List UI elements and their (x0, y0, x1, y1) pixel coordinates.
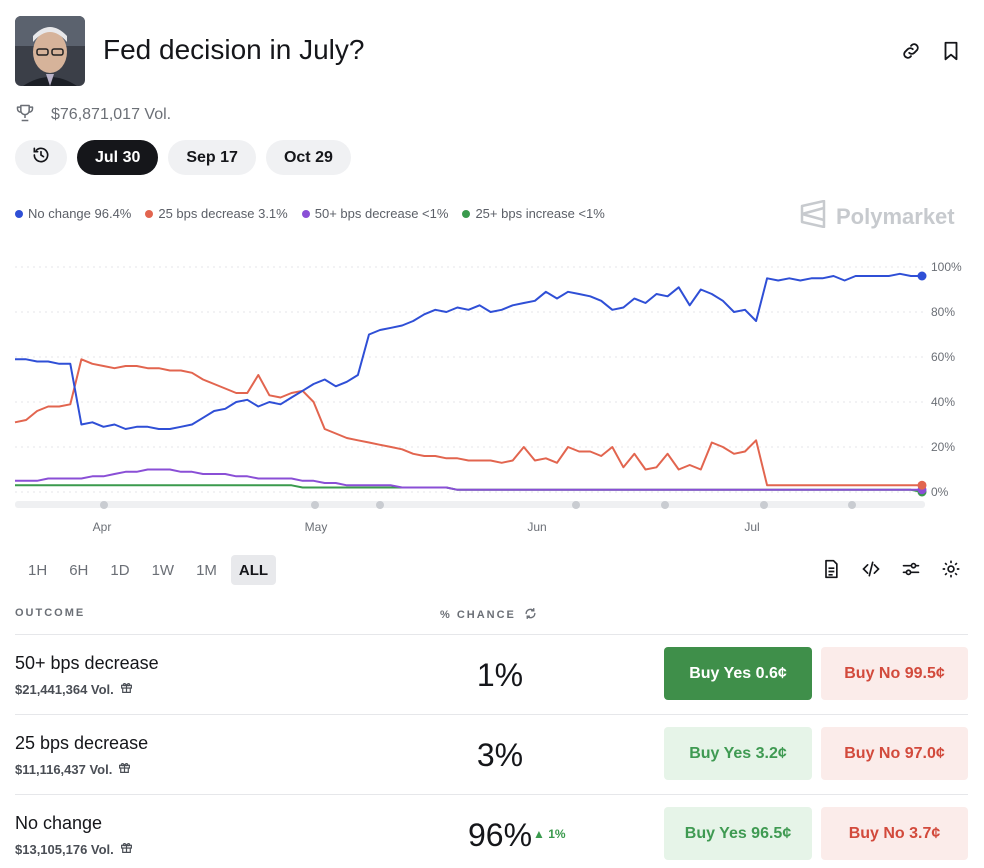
range-1w[interactable]: 1W (151, 561, 175, 579)
polymarket-logo-icon (800, 199, 826, 234)
series-line (15, 484, 923, 493)
y-tick-label: 60% (931, 350, 955, 364)
time-range-selector: 1H 6H 1D 1W 1M ALL (20, 555, 277, 585)
outcome-chance: 96% (467, 817, 533, 853)
x-axis-marker (311, 501, 319, 509)
x-axis-marker (572, 501, 580, 509)
date-chip-jul-30[interactable]: Jul 30 (77, 140, 159, 175)
gift-icon (120, 681, 133, 697)
date-chips: Jul 30 Sep 17 Oct 29 (15, 140, 351, 175)
chart-svg: 100% 80% 60% 40% 20% 0% Apr May Jun Jul (14, 260, 962, 534)
outcome-volume: $13,105,176 Vol. (15, 841, 133, 857)
chart-legend: No change 96.4% 25 bps decrease 3.1% 50+… (15, 206, 605, 221)
polymarket-watermark: Polymarket (800, 199, 955, 234)
settings-gear-icon[interactable] (940, 558, 962, 580)
legend-dot (15, 209, 23, 218)
x-axis-band (15, 501, 925, 508)
x-axis-marker (760, 501, 768, 509)
y-tick-label: 100% (931, 260, 962, 274)
sliders-icon[interactable] (900, 558, 922, 580)
series-line (15, 468, 922, 491)
total-volume: $76,871,017 Vol. (51, 106, 172, 123)
series-endpoint (917, 480, 927, 490)
range-6h[interactable]: 6H (69, 561, 89, 579)
market-avatar (15, 16, 85, 86)
outcome-volume-text: $21,441,364 Vol. (15, 681, 114, 697)
chance-column-header: % CHANCE (440, 607, 537, 623)
legend-label: 25+ bps increase <1% (475, 206, 605, 221)
x-tick-label: Apr (93, 520, 112, 534)
range-all[interactable]: ALL (230, 555, 277, 585)
x-tick-label: May (305, 520, 328, 534)
series-line (14, 358, 922, 487)
buy-yes-button[interactable]: Buy Yes 3.2¢ (664, 727, 812, 780)
legend-label: 50+ bps decrease <1% (314, 206, 449, 221)
legend-label: 25 bps decrease 3.1% (158, 206, 288, 221)
history-button[interactable] (15, 140, 67, 175)
page-title: Fed decision in July? (103, 34, 365, 65)
outcome-chance: 3% (476, 737, 524, 773)
y-tick-label: 80% (931, 305, 955, 319)
outcome-column-header: OUTCOME (15, 607, 86, 619)
buy-no-button[interactable]: Buy No 99.5¢ (821, 647, 968, 700)
refresh-icon[interactable] (524, 607, 537, 623)
range-1m[interactable]: 1M (196, 561, 217, 579)
volume-row: $76,871,017 Vol. (15, 104, 171, 126)
document-icon[interactable] (820, 558, 842, 580)
x-tick-label: Jul (744, 520, 759, 534)
legend-item: 25 bps decrease 3.1% (145, 206, 288, 221)
legend-item: No change 96.4% (15, 206, 131, 221)
polymarket-wordmark: Polymarket (836, 204, 955, 229)
y-tick-label: 0% (931, 485, 949, 499)
buy-yes-button[interactable]: Buy Yes 0.6¢ (664, 647, 812, 700)
series-endpoint (917, 271, 927, 281)
chart-tools (820, 558, 962, 580)
outcome-volume: $21,441,364 Vol. (15, 681, 133, 697)
range-1h[interactable]: 1H (28, 561, 48, 579)
trophy-icon (15, 103, 35, 128)
link-icon[interactable] (900, 40, 922, 62)
outcome-volume-text: $13,105,176 Vol. (15, 841, 114, 857)
outcome-volume-text: $11,116,437 Vol. (15, 761, 113, 777)
x-axis-marker (848, 501, 856, 509)
legend-item: 50+ bps decrease <1% (301, 206, 449, 221)
outcome-chance: 1% (476, 657, 524, 693)
chance-change-badge: ▲ 1% (533, 827, 566, 841)
x-tick-label: Jun (527, 520, 546, 534)
outcome-volume: $11,116,437 Vol. (15, 761, 131, 777)
gift-icon (118, 761, 131, 777)
outcome-row-no-change[interactable]: No change $13,105,176 Vol. 96% ▲ 1% Buy … (15, 794, 968, 868)
x-axis-marker (376, 501, 384, 509)
outcome-name: 25 bps decrease (15, 733, 149, 753)
history-icon (31, 145, 51, 170)
legend-dot (301, 209, 310, 218)
y-tick-label: 40% (931, 395, 955, 409)
bookmark-icon[interactable] (940, 40, 962, 62)
market-header: Fed decision in July? (15, 16, 970, 88)
x-axis-marker (661, 501, 669, 509)
buy-no-button[interactable]: Buy No 97.0¢ (821, 727, 968, 780)
y-tick-label: 20% (931, 440, 955, 454)
price-chart[interactable]: 100% 80% 60% 40% 20% 0% Apr May Jun Jul (0, 250, 984, 540)
x-axis-marker (100, 501, 108, 509)
outcome-row-25bps-decrease[interactable]: 25 bps decrease $11,116,437 Vol. 3% Buy … (15, 714, 968, 794)
chance-column-label: % CHANCE (440, 609, 516, 621)
outcome-row-50bps-decrease[interactable]: 50+ bps decrease $21,441,364 Vol. 1% Buy… (15, 634, 968, 714)
legend-dot (462, 209, 471, 218)
buy-no-button[interactable]: Buy No 3.7¢ (821, 807, 968, 860)
range-1d[interactable]: 1D (110, 561, 130, 579)
date-chip-oct-29[interactable]: Oct 29 (265, 140, 351, 175)
outcome-name: 50+ bps decrease (15, 653, 159, 673)
series-line (15, 272, 922, 430)
legend-dot (145, 209, 154, 218)
buy-yes-button[interactable]: Buy Yes 96.5¢ (664, 807, 812, 860)
outcome-name: No change (15, 813, 103, 833)
legend-label: No change 96.4% (28, 206, 132, 221)
date-chip-sep-17[interactable]: Sep 17 (168, 140, 256, 175)
legend-item: 25+ bps increase <1% (462, 206, 605, 221)
embed-code-icon[interactable] (860, 558, 882, 580)
gift-icon (120, 841, 133, 857)
